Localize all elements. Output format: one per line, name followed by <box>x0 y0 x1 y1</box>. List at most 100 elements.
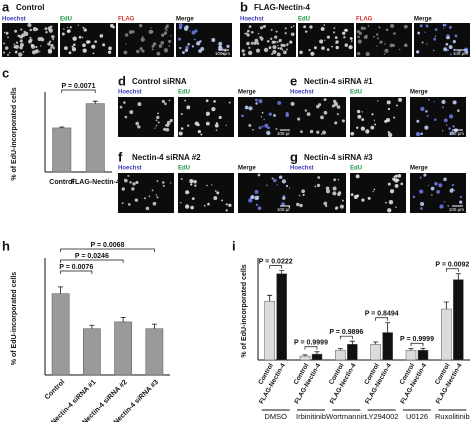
cell <box>241 49 245 53</box>
cell <box>389 43 394 48</box>
cell <box>163 127 167 131</box>
cell <box>405 25 408 28</box>
cell <box>373 35 375 38</box>
cell <box>441 99 446 105</box>
cell <box>333 31 336 34</box>
channel-label: Merge <box>410 90 428 96</box>
cell <box>190 183 193 186</box>
cell <box>426 114 429 118</box>
error-bar <box>279 270 285 274</box>
cell <box>158 44 163 48</box>
cell <box>18 52 23 57</box>
cell <box>303 25 307 29</box>
cell <box>156 180 159 182</box>
bar <box>276 273 287 361</box>
cell <box>400 182 404 186</box>
cell <box>398 48 401 51</box>
cell <box>14 44 19 49</box>
cell <box>263 47 269 53</box>
panel-label: h <box>2 238 10 253</box>
cell <box>446 49 449 52</box>
cell <box>29 28 33 32</box>
cell <box>108 46 112 51</box>
error-bar <box>267 294 273 302</box>
cell <box>91 44 96 49</box>
panel-title: Nectin-4 siRNA #2 <box>132 153 201 162</box>
bar <box>83 328 101 376</box>
cell <box>184 48 189 53</box>
cell <box>185 25 189 29</box>
x-tick-label: Control <box>49 179 74 186</box>
cell <box>279 47 283 50</box>
cell <box>124 33 129 37</box>
cell <box>50 44 54 48</box>
cell <box>72 36 77 41</box>
cell <box>286 48 288 51</box>
cell <box>185 190 190 195</box>
cell <box>215 129 218 131</box>
cell <box>222 52 225 55</box>
cell <box>135 121 139 126</box>
cell <box>337 192 341 197</box>
cell <box>337 178 340 181</box>
cell <box>301 189 305 194</box>
cell <box>205 111 211 116</box>
cell <box>424 125 429 130</box>
cell <box>185 204 190 209</box>
cell <box>138 23 143 28</box>
cell <box>356 29 360 34</box>
cell <box>32 44 35 47</box>
cell <box>244 105 249 110</box>
significance-bracket <box>410 342 424 347</box>
cell <box>200 133 203 136</box>
cell <box>361 198 365 202</box>
cell <box>19 34 24 39</box>
significance-bracket <box>60 248 155 252</box>
cell <box>356 126 359 129</box>
cell <box>363 27 367 30</box>
cell <box>211 184 213 186</box>
cell <box>141 35 144 38</box>
cell <box>367 196 371 200</box>
cell <box>255 102 258 105</box>
cell <box>276 52 281 57</box>
cell <box>285 184 289 188</box>
cell <box>421 41 424 44</box>
cell <box>211 106 216 112</box>
cell <box>318 103 322 107</box>
error-bar <box>92 100 98 104</box>
cell <box>15 50 18 53</box>
cell <box>135 180 139 185</box>
cell <box>155 124 158 127</box>
cell <box>247 29 250 33</box>
cell <box>155 194 158 196</box>
cell <box>273 47 276 49</box>
cell <box>339 204 344 209</box>
bar <box>347 344 358 361</box>
cell <box>191 197 195 201</box>
cell <box>157 112 159 115</box>
cell <box>48 28 53 33</box>
cell <box>451 188 454 191</box>
cell <box>389 189 395 194</box>
x-tick-label: FLAG-Nectin-4 <box>71 179 120 186</box>
cell <box>433 101 435 103</box>
cell <box>180 113 183 116</box>
panel-label: c <box>2 65 9 80</box>
cell <box>451 183 455 187</box>
panel-title: Control <box>16 3 44 12</box>
cell <box>434 28 438 32</box>
significance-bracket <box>61 89 96 93</box>
panel-label: i <box>232 238 236 253</box>
cell <box>257 173 261 177</box>
cell <box>107 50 112 54</box>
cell <box>325 186 330 191</box>
cell <box>452 125 455 128</box>
group-label: Ruxolitinib <box>435 412 470 421</box>
cell <box>343 36 346 39</box>
cell <box>441 106 445 109</box>
group-label: Wortmannin <box>326 412 366 421</box>
cell <box>434 35 437 37</box>
cell <box>92 52 95 55</box>
cell <box>277 101 282 105</box>
